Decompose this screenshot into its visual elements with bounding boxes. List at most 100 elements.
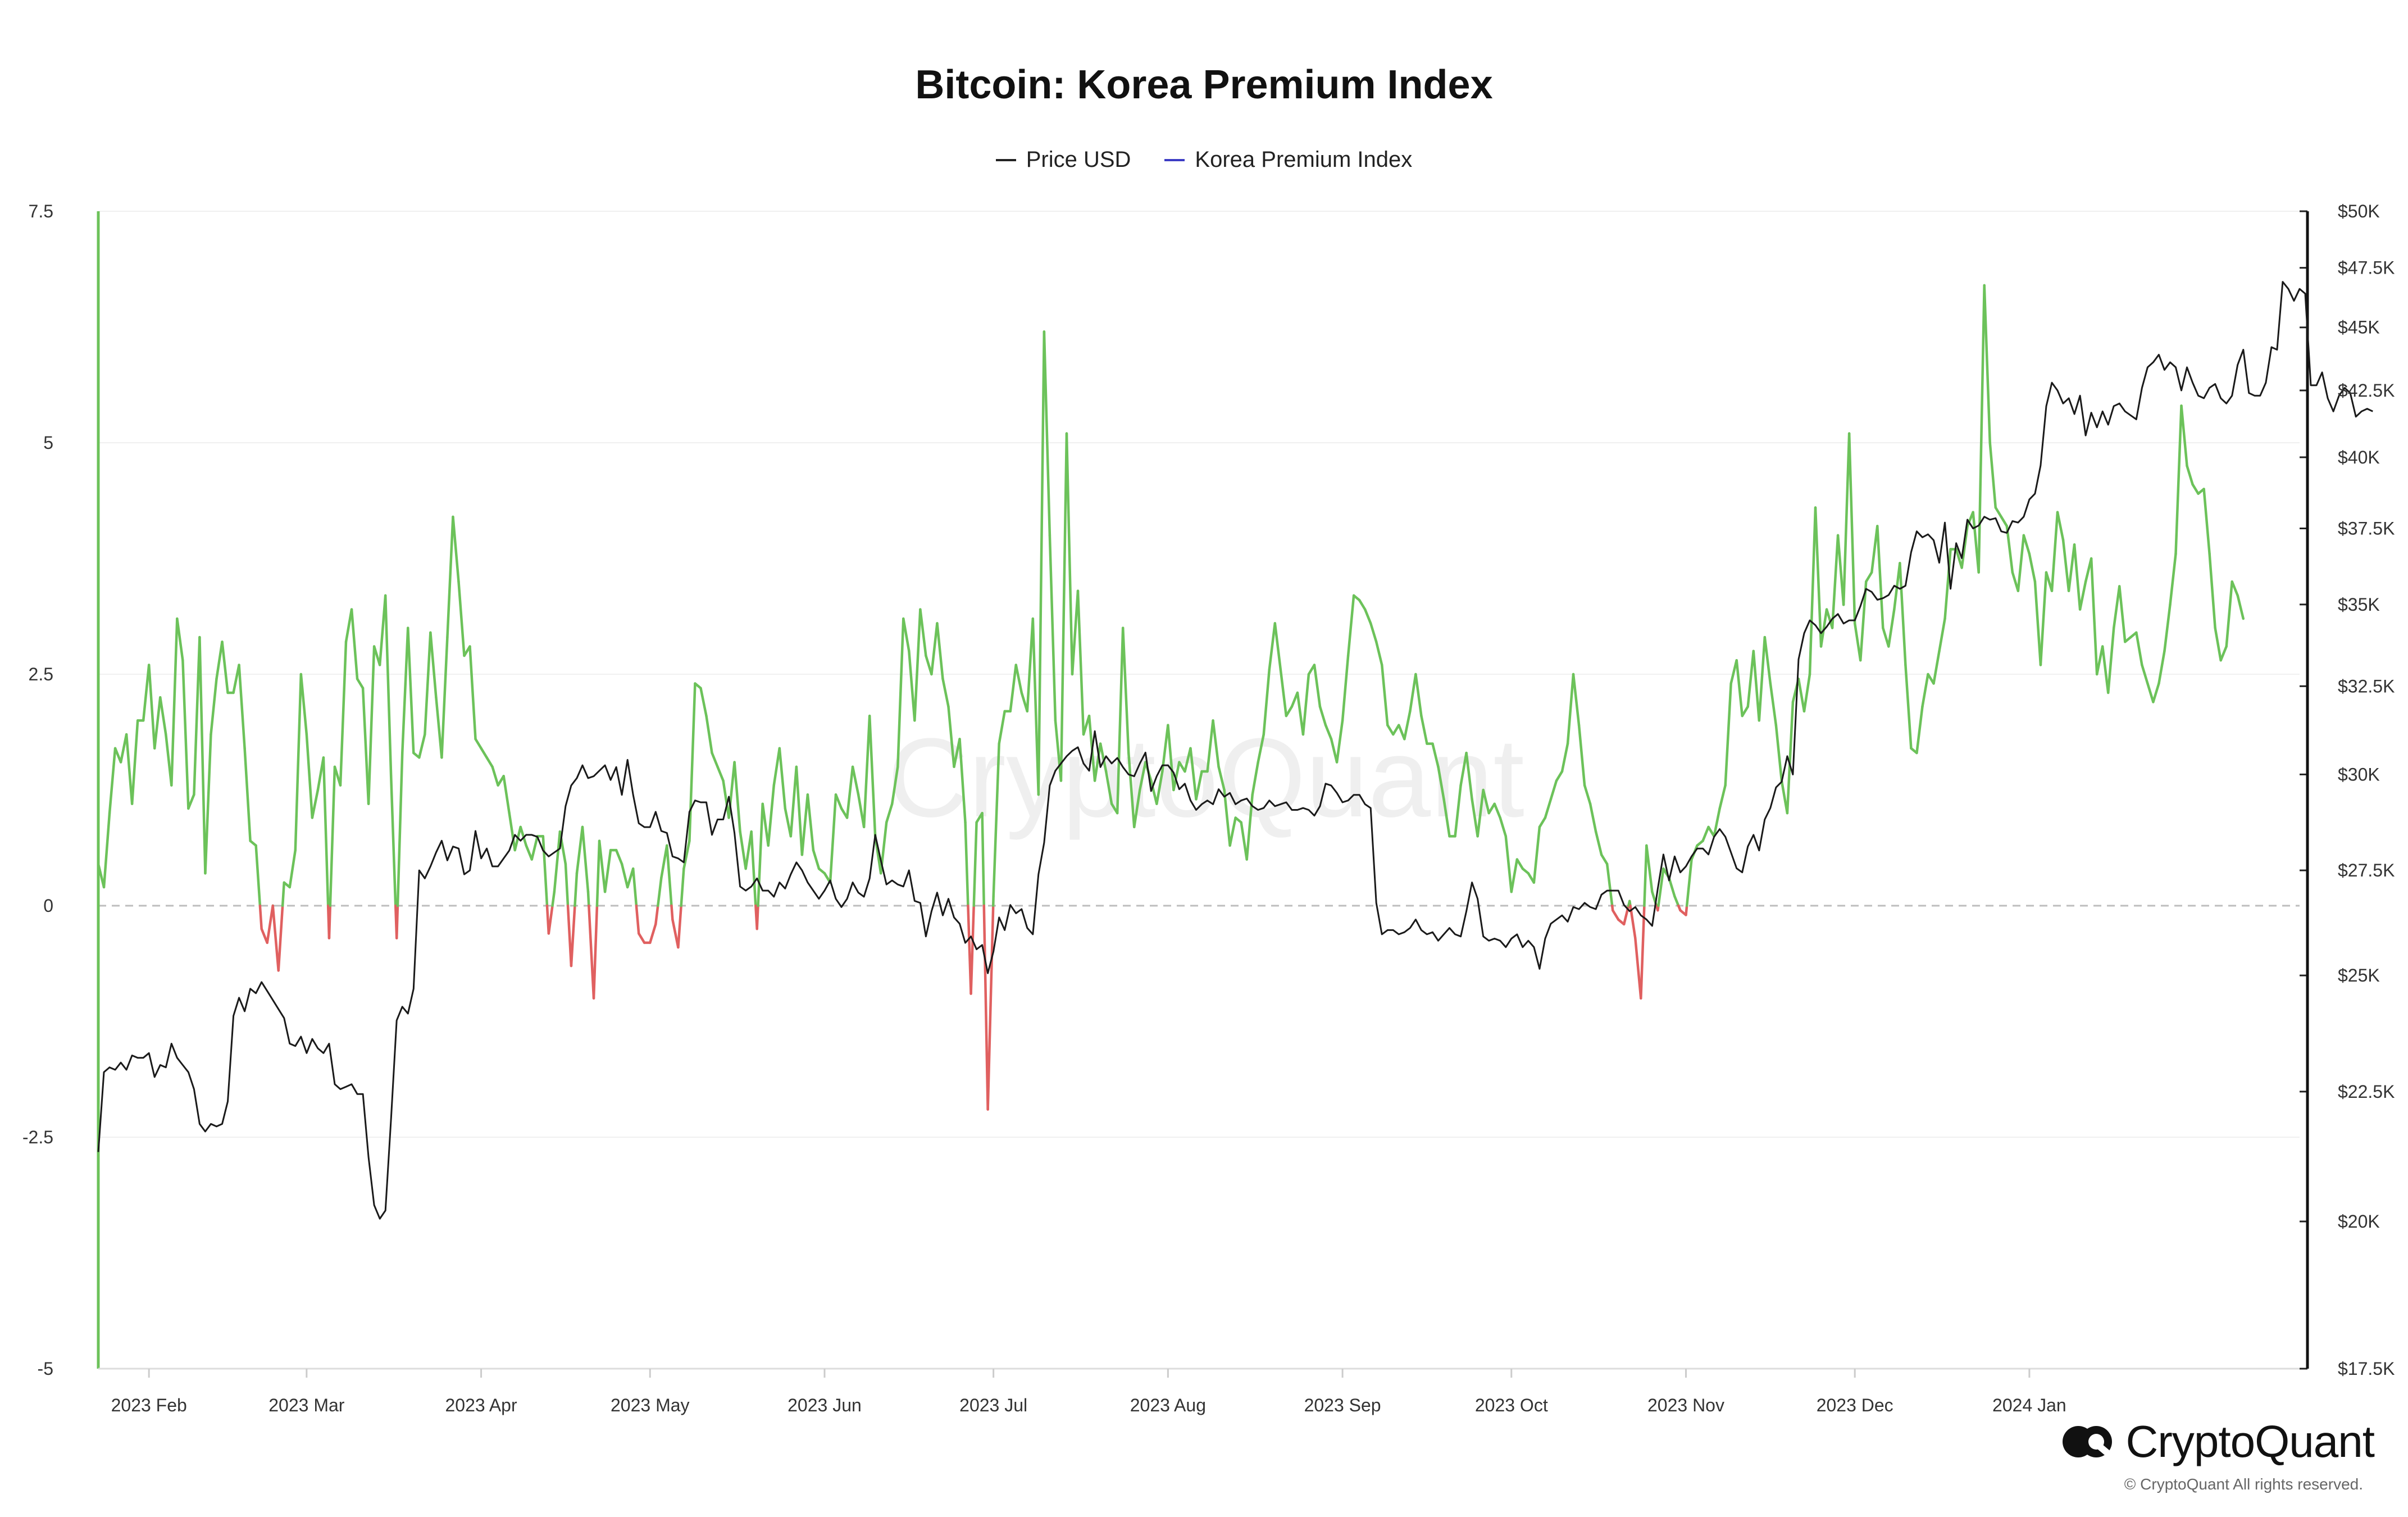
kpi-segment [1634, 937, 1642, 1000]
kpi-segment [1043, 330, 1051, 537]
kpi-segment [266, 904, 274, 944]
kpi-segment [1228, 816, 1237, 847]
kpi-segment [1065, 432, 1074, 676]
kpi-segment [389, 775, 397, 907]
kpi-segment [1836, 534, 1845, 606]
kpi-segment [666, 844, 673, 907]
kpi-segment [2236, 594, 2245, 620]
kpi-segment [187, 793, 195, 810]
legend-item-price[interactable]: Price USD [995, 147, 1131, 172]
y-right-tick-label: $30K [2338, 764, 2380, 784]
kpi-segment [181, 659, 190, 810]
kpi-segment [1988, 441, 1997, 509]
kpi-segment [1009, 664, 1018, 713]
kpi-segment [649, 923, 657, 944]
chart-title: Bitcoin: Korea Premium Index [915, 62, 1493, 107]
kpi-segment [1673, 895, 1680, 907]
kpi-segment [1752, 650, 1761, 722]
y-left-tick-label: 2.5 [29, 664, 53, 684]
kpi-segment [502, 775, 511, 815]
x-tick-label: 2023 Feb [111, 1395, 187, 1415]
kpi-segment [682, 839, 691, 870]
kpi-segment [1549, 779, 1558, 801]
kpi-segment [1437, 765, 1445, 801]
kpi-segment [1487, 802, 1496, 815]
kpi-segment [1127, 751, 1136, 829]
kpi-segment [1819, 608, 1828, 648]
kpi-segment [367, 645, 376, 805]
kpi-segment [2118, 585, 2127, 643]
x-tick-label: 2023 Jul [959, 1395, 1027, 1415]
kpi-segment [670, 904, 674, 921]
kpi-segment [1983, 284, 1991, 444]
kpi-segment [711, 751, 719, 769]
kpi-segment [2112, 585, 2121, 629]
kpi-segment [541, 835, 549, 907]
y-right-tick-label: $42.5K [2338, 380, 2395, 401]
kpi-segment [485, 756, 494, 769]
x-tick-label: 2023 Jun [788, 1395, 862, 1415]
kpi-segment [1465, 751, 1473, 801]
kpi-segment [400, 626, 409, 755]
kpi-segment [750, 830, 757, 907]
series-layer [97, 281, 2373, 1220]
kpi-segment [1116, 626, 1125, 815]
kpi-segment [2090, 557, 2099, 676]
kpi-segment [598, 839, 607, 893]
kpi-segment [311, 788, 320, 819]
y-right-tick-label: $22.5K [2338, 1082, 2395, 1102]
kpi-segment [1318, 705, 1327, 726]
y-right-tick-label: $50K [2338, 201, 2380, 221]
legend-item-kpi[interactable]: Korea Premium Index [1164, 147, 1412, 172]
kpi-segment [1741, 705, 1749, 717]
kpi-segment [2146, 682, 2155, 703]
kpi-segment [170, 617, 179, 787]
kpi-segment [925, 654, 933, 676]
kpi-segment [2219, 645, 2228, 662]
kpi-segment [1724, 682, 1732, 787]
kpi-segment [1268, 622, 1277, 671]
kpi-segment [767, 784, 776, 847]
kpi-segment [299, 673, 308, 736]
kpi-segment [1409, 673, 1417, 713]
kpi-segment [972, 821, 978, 907]
kpi-segment [716, 765, 725, 782]
kpi-segment [890, 765, 899, 805]
kpi-segment [2005, 525, 2014, 574]
kpi-segment [108, 747, 117, 815]
kpi-segment [1324, 724, 1333, 741]
kpi-segment [1538, 816, 1547, 829]
kpi-segment [2078, 580, 2087, 611]
kpi-segment [1076, 589, 1085, 736]
kpi-segment [896, 617, 905, 769]
kpi-segment [2152, 682, 2160, 703]
axis-layer [97, 210, 2309, 1378]
kpi-segment [204, 733, 212, 875]
kpi-segment [1643, 844, 1648, 907]
kpi-segment [2180, 404, 2188, 467]
y-right-tick-label: $25K [2338, 965, 2380, 985]
kpi-segment [772, 747, 781, 787]
kpi-segment [575, 825, 584, 875]
kpi-segment [1155, 770, 1164, 805]
y-left-tick-label: 0 [43, 896, 53, 916]
kpi-segment [688, 682, 697, 842]
kpi-segment [2039, 571, 2048, 666]
kpi-segment [586, 891, 590, 907]
kpi-segment [281, 881, 286, 907]
kpi-segment [1532, 825, 1541, 884]
kpi-segment [1493, 802, 1501, 819]
kpi-segment [429, 631, 438, 699]
kpi-segment [1685, 904, 1688, 916]
kpi-segment [1876, 525, 1884, 629]
y-right-tick-label: $47.5K [2338, 258, 2395, 278]
y-right-tick-label: $20K [2338, 1211, 2380, 1232]
kpi-segment [1572, 673, 1581, 726]
kpi-segment [508, 811, 516, 852]
kpi-segment [1161, 724, 1169, 773]
kpi-segment [581, 825, 590, 893]
kpi-segment [2022, 534, 2031, 556]
kpi-segment [722, 779, 730, 819]
kpi-segment [1059, 432, 1068, 782]
kpi-segment [795, 765, 804, 856]
